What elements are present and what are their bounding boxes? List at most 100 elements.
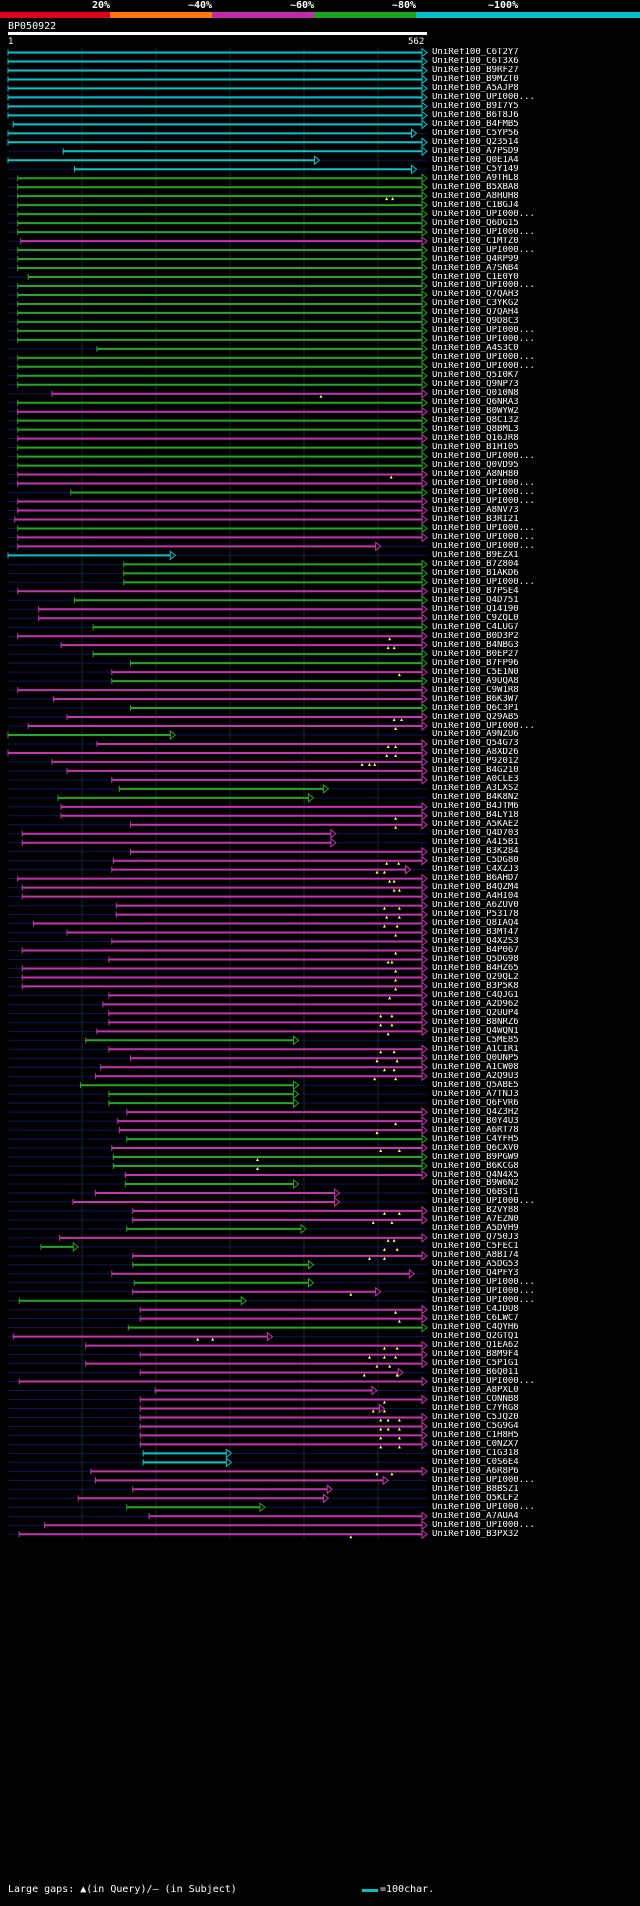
hit-row[interactable] [8, 1143, 428, 1154]
hit-row[interactable] [8, 882, 428, 893]
hit-row[interactable] [8, 209, 428, 220]
hit-label[interactable]: UniRef100_CONNB8 [432, 1395, 519, 1404]
hit-row[interactable] [8, 810, 428, 821]
hit-label[interactable]: UniRef100_A4S3C0 [432, 344, 519, 354]
hit-row[interactable] [8, 1134, 428, 1145]
hit-row[interactable] [8, 1250, 428, 1261]
hit-label[interactable]: UniRef100_A1CIR1 [432, 1044, 519, 1054]
hit-row[interactable] [8, 1403, 427, 1414]
hit-row[interactable] [8, 568, 428, 579]
hit-label[interactable]: UniRef100_C5G9G4 [432, 1421, 519, 1431]
hit-row[interactable] [8, 954, 428, 965]
hit-label[interactable]: UniRef100_C5DG80 [432, 856, 519, 866]
hit-label[interactable]: UniRef100_B3PX32 [432, 1529, 519, 1539]
hit-label[interactable]: UniRef100_B4K8N2 [432, 793, 519, 803]
hit-label[interactable]: UniRef100_A8HUH8 [432, 191, 519, 201]
hit-label[interactable]: UniRef100_B9EZX1 [432, 550, 519, 560]
hit-row[interactable] [8, 1376, 428, 1387]
hit-row[interactable] [8, 1367, 427, 1378]
hit-row[interactable] [8, 685, 428, 696]
hit-label[interactable]: UniRef100_Q010N8 [432, 389, 519, 399]
hit-row[interactable] [8, 1313, 428, 1324]
hit-row[interactable] [8, 505, 428, 516]
hit-row[interactable] [8, 1160, 428, 1172]
hit-label[interactable]: UniRef100_Q5ABE5 [432, 1080, 519, 1090]
hit-label[interactable]: UniRef100_P53178 [432, 910, 519, 920]
hit-label[interactable]: UniRef100_C6T2Y7 [432, 48, 519, 57]
hit-row[interactable] [8, 945, 428, 956]
hit-label[interactable]: UniRef100_A5AJP8 [432, 83, 519, 93]
hit-row[interactable] [8, 1187, 427, 1199]
hit-label[interactable]: UniRef100_C3YKG2 [432, 299, 519, 309]
hit-label[interactable]: UniRef100_Q5DG98 [432, 954, 519, 964]
hit-label[interactable]: UniRef100_Q6BST1 [432, 1188, 519, 1198]
hit-label[interactable]: UniRef100_B8BSZ1 [432, 1484, 519, 1494]
hit-label[interactable]: UniRef100_B6KCG8 [432, 1161, 519, 1171]
hit-label[interactable]: UniRef100_A5KAE2 [432, 820, 519, 830]
hit-row[interactable] [8, 1421, 428, 1432]
hit-row[interactable] [8, 837, 427, 848]
hit-row[interactable] [8, 1430, 428, 1441]
hit-label[interactable]: UniRef100_A8XD26 [432, 748, 519, 758]
hit-label[interactable]: UniRef100_B3P5K8 [432, 981, 519, 991]
hit-row[interactable] [8, 253, 428, 265]
hit-row[interactable] [8, 801, 428, 812]
hit-row[interactable] [8, 415, 428, 426]
hit-row[interactable] [7, 110, 428, 121]
hit-row[interactable] [8, 1008, 428, 1019]
hit-row[interactable] [8, 559, 428, 570]
hit-row[interactable] [8, 289, 428, 301]
hit-label[interactable]: UniRef100_B4FMB5 [432, 119, 519, 129]
hit-row[interactable] [8, 783, 427, 794]
hit-label[interactable]: UniRef100_UPI000... [432, 92, 535, 102]
hit-row[interactable] [8, 236, 428, 247]
hit-label[interactable]: UniRef100_B1H105 [432, 443, 519, 453]
hit-label[interactable]: UniRef100_A1CW08 [432, 1062, 519, 1072]
hit-row[interactable] [8, 604, 428, 615]
hit-row[interactable] [8, 1089, 427, 1100]
hit-row[interactable] [7, 65, 428, 76]
hit-label[interactable]: UniRef100_A8NV73 [432, 505, 519, 515]
hit-row[interactable] [8, 1107, 428, 1118]
hit-row[interactable] [8, 792, 427, 803]
hit-row[interactable] [8, 1125, 428, 1136]
hit-label[interactable]: UniRef100_C1BGJ4 [432, 200, 519, 210]
hit-label[interactable]: UniRef100_B0EP27 [432, 649, 519, 659]
hit-row[interactable] [8, 1214, 428, 1225]
hit-label[interactable]: UniRef100_Q4WQN1 [432, 1026, 519, 1036]
hit-label[interactable]: UniRef100_C6T3X6 [432, 56, 519, 66]
hit-label[interactable]: UniRef100_A9NZU6 [432, 730, 519, 740]
hit-label[interactable]: UniRef100_B5XBA8 [432, 182, 519, 192]
hit-label[interactable]: UniRef100_C4QJG1 [432, 990, 519, 1000]
hit-row[interactable] [7, 155, 427, 166]
hit-label[interactable]: UniRef100_UPI000... [432, 209, 535, 219]
hit-label[interactable]: UniRef100_B6Q011 [432, 1368, 519, 1378]
hit-row[interactable] [8, 316, 428, 327]
hit-row[interactable] [8, 182, 428, 193]
hit-row[interactable] [8, 936, 428, 947]
hit-label[interactable]: UniRef100_Q6NRA3 [432, 398, 519, 408]
hit-row[interactable] [8, 1529, 428, 1540]
hit-label[interactable]: UniRef100_UPI000... [432, 245, 535, 255]
hit-row[interactable] [8, 1044, 428, 1055]
hit-label[interactable]: UniRef100_UPI000... [432, 1520, 535, 1530]
hit-label[interactable]: UniRef100_Q0E1A4 [432, 155, 519, 165]
hit-label[interactable]: UniRef100_UPI000... [432, 281, 535, 291]
hit-label[interactable]: UniRef100_Q4RP99 [432, 254, 519, 264]
hit-row[interactable] [7, 56, 428, 67]
hit-label[interactable]: UniRef100_Q6C3P1 [432, 703, 519, 713]
hit-row[interactable] [8, 595, 428, 606]
hit-row[interactable] [8, 1484, 427, 1495]
hit-label[interactable]: UniRef100_Q8IAQ4 [432, 919, 519, 929]
hit-row[interactable] [7, 550, 427, 561]
hit-label[interactable]: UniRef100_B8M9F4 [432, 1350, 519, 1360]
hit-row[interactable] [8, 1035, 427, 1046]
hit-row[interactable] [8, 1358, 428, 1369]
hit-row[interactable] [8, 218, 428, 229]
hit-label[interactable]: UniRef100_A0CLE3 [432, 775, 519, 785]
hit-label[interactable]: UniRef100_UPI000... [432, 353, 535, 363]
hit-row[interactable] [8, 469, 428, 480]
hit-label[interactable]: UniRef100_B9PGW9 [432, 1152, 519, 1162]
hit-label[interactable]: UniRef100_Q1EA62 [432, 1341, 519, 1351]
hit-row[interactable] [7, 92, 428, 103]
